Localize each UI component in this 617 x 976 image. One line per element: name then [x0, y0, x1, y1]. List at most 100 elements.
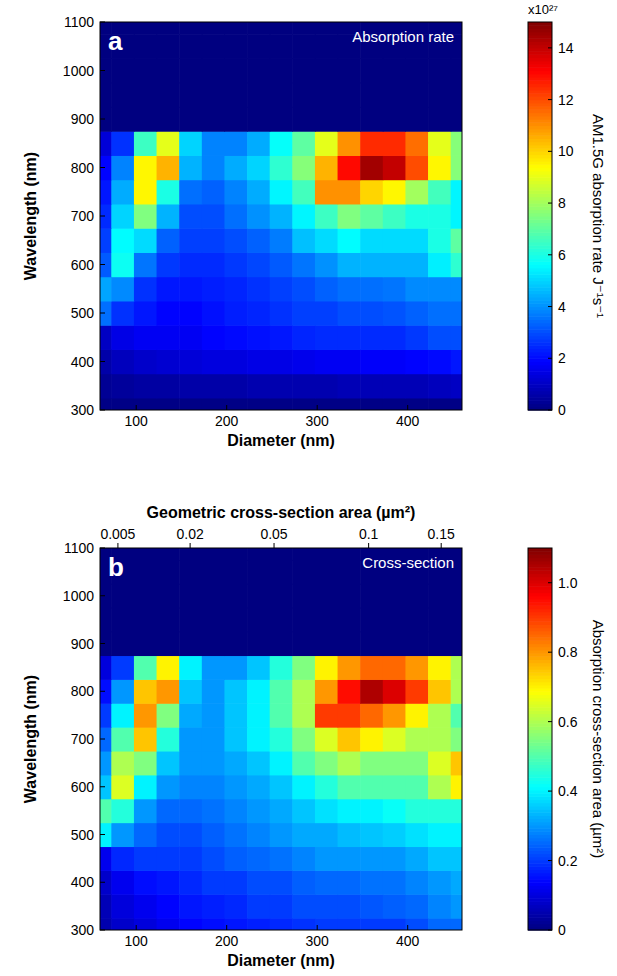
heatmap-cell — [157, 655, 180, 679]
heatmap-cell — [179, 632, 202, 656]
heatmap-cell — [405, 107, 428, 132]
heatmap-cell — [179, 679, 202, 703]
heatmap-cell — [383, 155, 406, 180]
colorbar-strip — [528, 22, 552, 26]
heatmap-cell — [134, 548, 157, 561]
heatmap-cell — [428, 58, 451, 83]
x-tick-label: 300 — [306, 933, 330, 949]
heatmap-cell — [315, 374, 338, 399]
heatmap-cell — [405, 204, 428, 229]
colorbar-tick — [548, 47, 552, 48]
heatmap-cell — [428, 83, 451, 108]
heatmap-cell — [292, 58, 315, 83]
heatmap-cells — [100, 22, 462, 410]
heatmap-cell — [179, 751, 202, 775]
heatmap-cell — [202, 252, 225, 277]
heatmap-cell — [338, 775, 361, 799]
heatmap-cell — [338, 374, 361, 399]
heatmap-cell — [247, 277, 270, 302]
heatmap-cell — [202, 679, 225, 703]
heatmap-cell — [247, 632, 270, 656]
x-tick-label: 400 — [396, 413, 420, 429]
heatmap-cell — [179, 584, 202, 608]
x-tick-label: 300 — [306, 413, 330, 429]
heatmap-cell — [428, 228, 451, 253]
heatmap-cell — [315, 228, 338, 253]
heatmap-cell — [224, 560, 247, 584]
heatmap-cell — [134, 894, 157, 918]
heatmap-cell — [338, 131, 361, 156]
heatmap-cell — [202, 374, 225, 399]
heatmap-cell — [383, 301, 406, 326]
heatmap-cell — [157, 751, 180, 775]
figure: 1002003004003004005006007008009001000110… — [0, 0, 617, 976]
heatmap-cell — [100, 180, 112, 205]
heatmap-cell — [338, 228, 361, 253]
heatmap-cell — [338, 107, 361, 132]
heatmap-cell — [111, 608, 134, 632]
heatmap-cell — [383, 180, 406, 205]
heatmap-cell — [338, 918, 361, 930]
heatmap-cell — [405, 277, 428, 302]
heatmap-cell — [405, 655, 428, 679]
heatmap-cell — [134, 918, 157, 930]
heatmap-cell — [292, 823, 315, 847]
colorbar-tick-label: 6 — [558, 247, 566, 263]
heatmap-cell — [247, 325, 270, 350]
heatmap-cell — [247, 349, 270, 374]
heatmap-cell — [428, 679, 451, 703]
heatmap-cell — [360, 870, 383, 894]
colorbar-multiplier: x10²⁷ — [528, 2, 558, 17]
heatmap-cell — [315, 846, 338, 870]
heatmap-cell — [270, 131, 293, 156]
heatmap-cell — [157, 727, 180, 751]
heatmap-cell — [134, 204, 157, 229]
heatmap-cell — [451, 325, 462, 350]
heatmap-cell — [405, 58, 428, 83]
heatmap-cell — [179, 252, 202, 277]
heatmap-cell — [202, 301, 225, 326]
heatmap-cell — [451, 799, 462, 823]
heatmap-cell — [202, 325, 225, 350]
x-tick — [317, 405, 318, 410]
heatmap-cell — [292, 228, 315, 253]
heatmap-cell — [202, 632, 225, 656]
heatmap-cell — [202, 22, 225, 35]
heatmap-cell — [111, 180, 134, 205]
x-axis-title: Diameter (nm) — [227, 432, 335, 449]
heatmap-cell — [247, 155, 270, 180]
heatmap-cell — [428, 155, 451, 180]
heatmap-cell — [360, 277, 383, 302]
heatmap-cell — [360, 703, 383, 727]
heatmap-cell — [179, 58, 202, 83]
heatmap-cell — [383, 325, 406, 350]
colorbar-title: AM1.5G absorption rate J⁻¹s⁻¹ — [590, 114, 607, 318]
y-tick-label: 800 — [71, 683, 95, 699]
heatmap-cell — [111, 204, 134, 229]
heatmap-cell — [451, 228, 462, 253]
panel-letter: b — [108, 552, 124, 582]
heatmap-cell — [270, 632, 293, 656]
heatmap-cell — [405, 180, 428, 205]
heatmap-cell — [157, 870, 180, 894]
heatmap-cell — [428, 632, 451, 656]
heatmap-cell — [179, 560, 202, 584]
heatmap-cell — [451, 918, 462, 930]
heatmap-cell — [100, 107, 112, 132]
heatmap-cell — [338, 548, 361, 561]
heatmap-cell — [157, 301, 180, 326]
heatmap-cell — [360, 751, 383, 775]
heatmap-cell — [405, 252, 428, 277]
y-tick — [100, 216, 105, 217]
heatmap-cell — [111, 775, 134, 799]
heatmap-cell — [179, 727, 202, 751]
heatmap-cell — [270, 349, 293, 374]
heatmap-cell — [405, 918, 428, 930]
heatmap-cell — [224, 180, 247, 205]
heatmap-cell — [134, 655, 157, 679]
heatmap-cell — [157, 703, 180, 727]
heatmap-cell — [111, 58, 134, 83]
heatmap-cell — [315, 560, 338, 584]
heatmap-cell — [428, 870, 451, 894]
heatmap-cell — [292, 703, 315, 727]
